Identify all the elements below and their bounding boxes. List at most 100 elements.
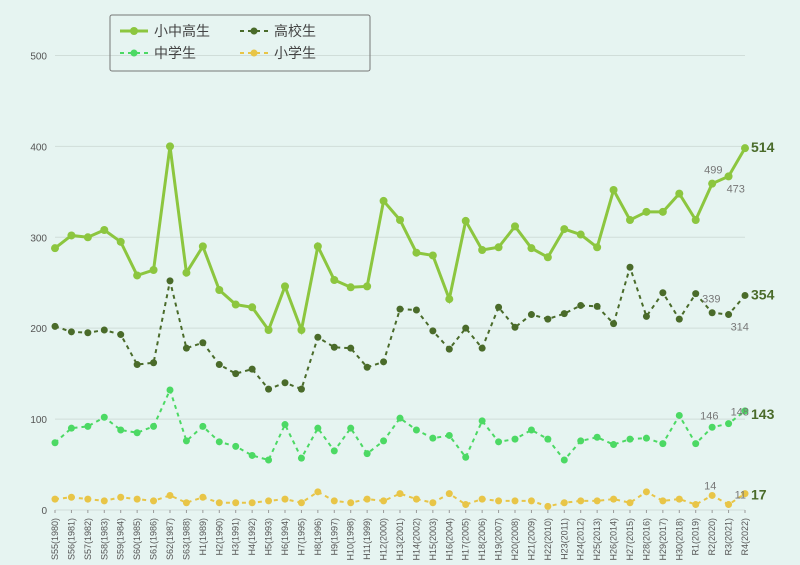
series-marker-hs (725, 311, 732, 318)
x-tick-label: H29(2017) (658, 518, 668, 561)
series-marker-all (577, 231, 585, 239)
series-marker-hs (512, 324, 519, 331)
series-marker-hs (314, 334, 321, 341)
x-tick-label: S58(1983) (99, 518, 109, 560)
annotation: 148 (731, 407, 749, 419)
series-marker-hs (659, 289, 666, 296)
x-tick-label: R1(2019) (691, 518, 701, 556)
series-marker-ms (528, 427, 535, 434)
series-marker-all (642, 208, 650, 216)
x-tick-label: H14(2002) (411, 518, 421, 561)
series-marker-hs (462, 325, 469, 332)
series-marker-es (314, 488, 321, 495)
series-marker-ms (101, 414, 108, 421)
x-tick-label: H6(1994) (280, 518, 290, 556)
series-marker-all (314, 242, 322, 250)
series-marker-all (626, 216, 634, 224)
series-marker-ms (150, 423, 157, 430)
series-marker-ms (183, 437, 190, 444)
series-marker-all (429, 251, 437, 259)
x-tick-label: H16(2004) (444, 518, 454, 561)
x-tick-label: H8(1996) (313, 518, 323, 556)
series-marker-hs (84, 329, 91, 336)
x-tick-label: H15(2003) (428, 518, 438, 561)
series-marker-es (429, 499, 436, 506)
series-marker-ms (397, 415, 404, 422)
y-tick-label: 400 (30, 142, 47, 153)
series-marker-all (380, 197, 388, 205)
annotation: 14 (704, 480, 716, 492)
series-marker-all (133, 271, 141, 279)
series-marker-es (347, 499, 354, 506)
series-marker-ms (380, 437, 387, 444)
series-marker-es (643, 488, 650, 495)
legend-swatch-marker (131, 50, 138, 57)
series-marker-hs (249, 366, 256, 373)
series-marker-hs (216, 361, 223, 368)
series-marker-hs (298, 386, 305, 393)
series-marker-hs (397, 306, 404, 313)
series-marker-ms (659, 440, 666, 447)
legend-swatch-marker (251, 50, 258, 57)
series-marker-es (413, 496, 420, 503)
series-marker-ms (709, 424, 716, 431)
series-marker-all (495, 243, 503, 251)
series-marker-es (709, 492, 716, 499)
series-marker-hs (134, 361, 141, 368)
x-tick-label: H10(1998) (346, 518, 356, 561)
series-marker-hs (446, 346, 453, 353)
series-marker-es (101, 497, 108, 504)
series-marker-ms (725, 420, 732, 427)
series-marker-hs (561, 310, 568, 317)
series-marker-hs (331, 344, 338, 351)
end-label: 514 (751, 139, 775, 155)
series-marker-ms (446, 432, 453, 439)
legend-label: 小中高生 (154, 23, 210, 39)
series-marker-all (692, 216, 700, 224)
series-marker-ms (413, 427, 420, 434)
x-tick-label: H25(2013) (592, 518, 602, 561)
series-marker-es (594, 497, 601, 504)
series-marker-all (725, 172, 733, 180)
x-tick-label: H11(1999) (362, 518, 372, 560)
series-marker-ms (462, 454, 469, 461)
x-tick-label: H3(1991) (231, 518, 241, 556)
series-marker-all (544, 253, 552, 261)
x-tick-label: S56(1981) (66, 518, 76, 560)
y-tick-label: 100 (30, 415, 47, 426)
series-marker-es (199, 494, 206, 501)
x-tick-label: H27(2015) (625, 518, 635, 561)
series-marker-hs (150, 359, 157, 366)
series-marker-hs (199, 339, 206, 346)
series-marker-hs (413, 307, 420, 314)
legend-label: 高校生 (274, 23, 316, 39)
series-marker-hs (364, 364, 371, 371)
series-marker-all (560, 225, 568, 233)
end-label: 17 (751, 487, 767, 503)
series-marker-es (380, 497, 387, 504)
series-marker-all (150, 266, 158, 274)
x-tick-label: H9(1997) (329, 518, 339, 556)
plot-bg (0, 0, 800, 565)
series-marker-all (675, 190, 683, 198)
series-marker-es (265, 497, 272, 504)
x-tick-label: S60(1985) (132, 518, 142, 560)
y-tick-label: 300 (30, 233, 47, 244)
x-tick-label: H19(2007) (494, 518, 504, 561)
line-chart: 0100200300400500S55(1980)S56(1981)S57(19… (0, 0, 800, 565)
x-tick-label: R2(2020) (707, 518, 717, 556)
series-marker-ms (429, 435, 436, 442)
series-marker-ms (117, 427, 124, 434)
x-tick-label: H24(2012) (576, 518, 586, 561)
series-marker-es (167, 492, 174, 499)
series-marker-ms (512, 436, 519, 443)
series-marker-all (232, 301, 240, 309)
series-marker-hs (594, 303, 601, 310)
series-marker-ms (479, 417, 486, 424)
x-tick-label: H23(2011) (559, 518, 569, 560)
series-marker-es (692, 501, 699, 508)
legend-swatch-marker (251, 28, 258, 35)
series-marker-es (117, 494, 124, 501)
series-marker-ms (495, 438, 502, 445)
series-marker-all (297, 326, 305, 334)
